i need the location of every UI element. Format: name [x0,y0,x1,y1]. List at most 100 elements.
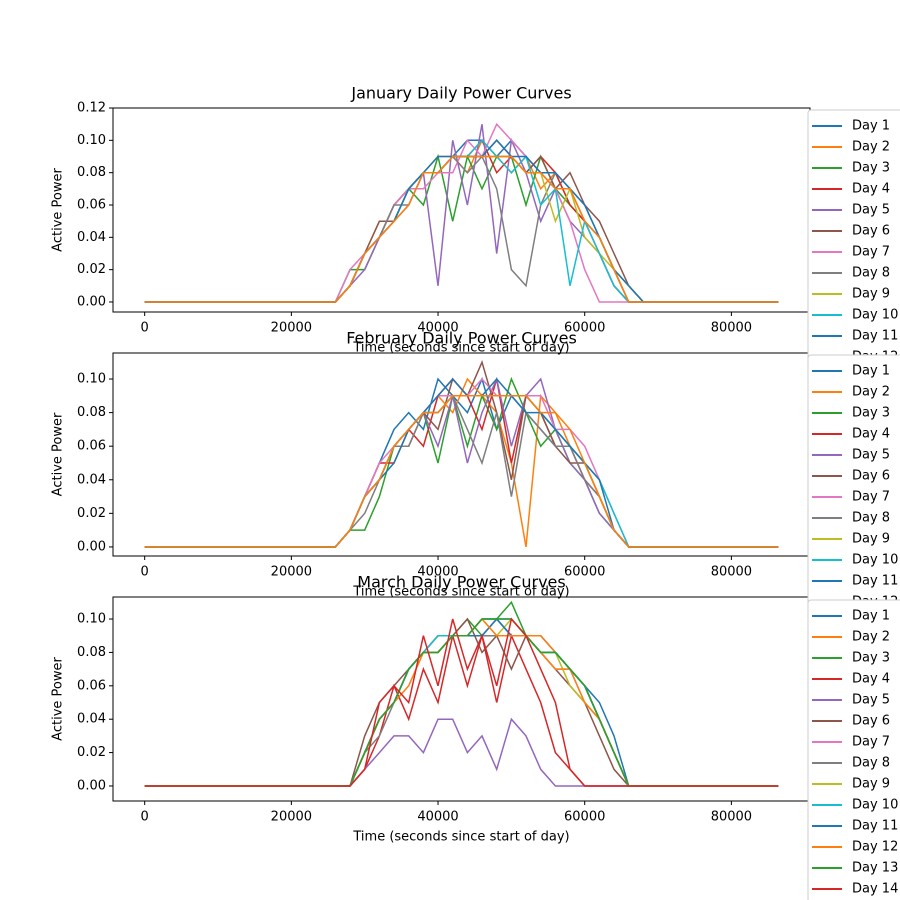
x-tick-label: 60000 [564,565,605,580]
y-tick-label: 0.04 [77,712,106,727]
legend-label: Day 14 [852,882,898,897]
x-tick-label: 20000 [271,810,312,825]
data-line [144,377,779,548]
legend-label: Day 12 [852,840,898,855]
y-tick-label: 0.06 [77,439,106,454]
legend-label: Day 3 [852,161,890,176]
legend-label: Day 8 [852,756,890,771]
data-line [144,717,779,787]
x-tick-label: 60000 [564,321,605,336]
x-tick-label: 40000 [417,810,458,825]
x-tick-label: 0 [141,321,149,336]
legend-label: Day 7 [852,490,890,505]
legend-label: Day 5 [852,203,890,218]
y-tick-label: 0.00 [77,539,106,554]
x-tick-label: 0 [141,810,149,825]
chart-title: February Daily Power Curves [346,329,577,348]
legend-label: Day 2 [852,630,890,645]
y-axis-label: Active Power [51,657,66,741]
x-tick-label: 20000 [271,565,312,580]
axes-frame [112,596,811,802]
data-line [144,155,779,303]
legend-label: Day 9 [852,287,890,302]
data-line [144,139,779,303]
legend-label: Day 7 [852,735,890,750]
subplot: January Daily Power Curves Time (seconds … [51,84,811,356]
legend-label: Day 2 [852,385,890,400]
data-line [144,617,779,787]
x-axis-label: Time (seconds since start of day) [352,341,569,356]
legend-label: Day 6 [852,224,890,239]
legend-label: Day 11 [852,329,898,344]
data-line [144,618,779,787]
x-tick-label: 40000 [417,565,458,580]
data-line [144,618,779,787]
x-tick-label: 20000 [271,321,312,336]
axes-frame [112,107,811,313]
x-axis-label: Time (seconds since start of day) [352,585,569,600]
legend-label: Day 4 [852,672,890,687]
data-line [144,618,779,787]
y-tick-label: 0.12 [77,101,106,116]
y-axis-label: Active Power [51,168,66,252]
y-tick-label: 0.04 [77,472,106,487]
data-line [144,138,779,303]
y-tick-label: 0.06 [77,678,106,693]
legend-label: Day 9 [852,532,890,547]
chart-title: January Daily Power Curves [350,84,571,103]
legend-label: Day 7 [852,245,890,260]
y-tick-label: 0.08 [77,405,106,420]
x-tick-label: 80000 [711,321,752,336]
legend: Day 1 Day 2 Day 3 Day 4 Day 5 Day 6 Day 7 Day 8… [807,354,900,616]
data-line [144,139,779,303]
data-line [144,617,779,787]
legend-label: Day 4 [852,182,890,197]
x-tick-label: 80000 [711,565,752,580]
y-tick-label: 0.00 [77,294,106,309]
data-line [144,138,779,303]
legend-label: Day 9 [852,777,890,792]
legend-label: Day 8 [852,266,890,281]
y-tick-label: 0.02 [77,506,106,521]
legend: Day 1 Day 2 Day 3 Day 4 Day 5 Day 6 Day 7 Day 8… [807,599,900,900]
legend-label: Day 5 [852,448,890,463]
legend-label: Day 11 [852,574,898,589]
y-tick-label: 0.08 [77,165,106,180]
data-line [144,122,779,303]
legend-label: Day 8 [852,511,890,526]
legend-label: Day 11 [852,819,898,834]
x-axis-label: Time (seconds since start of day) [352,830,569,845]
y-tick-label: 0.04 [77,230,106,245]
legend-label: Day 10 [852,308,898,323]
y-tick-label: 0.08 [77,645,106,660]
y-tick-label: 0.02 [77,262,106,277]
y-tick-label: 0.06 [77,197,106,212]
axes-frame [112,352,811,557]
data-line [144,617,779,787]
legend-label: Day 13 [852,861,898,876]
data-line [144,377,779,548]
data-line [144,634,779,787]
legend-label: Day 4 [852,427,890,442]
data-line [144,139,779,303]
data-line [144,617,779,787]
legend-label: Day 5 [852,693,890,708]
y-tick-label: 0.02 [77,745,106,760]
data-line [144,377,779,548]
legend-label: Day 1 [852,364,890,379]
y-tick-label: 0.10 [77,612,106,627]
data-line [144,617,779,787]
legend-label: Day 6 [852,714,890,729]
data-line [144,633,779,787]
data-line [144,618,779,787]
data-line [144,376,779,548]
data-line [144,124,779,303]
legend-label: Day 2 [852,140,890,155]
data-line [144,394,779,548]
data-line [144,139,779,303]
y-tick-label: 0.10 [77,372,106,387]
chart-title: March Daily Power Curves [357,573,565,592]
x-tick-label: 60000 [564,810,605,825]
data-line [144,395,779,548]
